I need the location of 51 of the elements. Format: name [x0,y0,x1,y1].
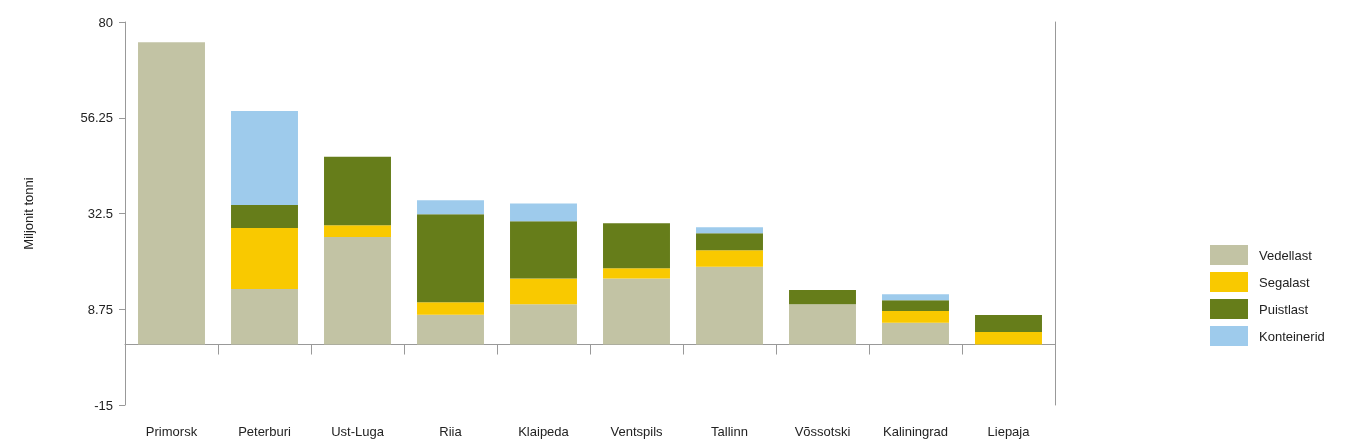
legend-label: Puistlast [1259,301,1309,317]
legend-label: Vedellast [1259,247,1313,263]
x-tick-label: Peterburi [238,424,291,439]
x-tick-label: Ventspils [610,424,664,439]
x-tick-label: Primorsk [145,424,198,439]
y-tick-label: 80 [98,14,113,30]
bar [603,223,670,269]
bar [231,228,298,289]
bar [882,322,949,345]
bar [696,266,763,345]
bar [882,294,949,301]
bar [231,111,298,206]
bar [324,225,391,237]
bar [975,315,1042,333]
bar [417,302,484,315]
bar [696,233,763,251]
x-tick-label: Riia [439,424,463,439]
x-tick-label: Klaipeda [518,424,570,439]
bar [138,42,205,345]
bar [417,214,484,303]
bar [789,290,856,305]
bar [510,278,577,305]
y-tick-label: 8.75 [87,301,113,317]
bar [882,311,949,323]
bar [510,221,577,279]
bar [417,200,484,215]
y-tick-label: 56.25 [80,110,113,126]
bar [696,250,763,267]
bar [324,236,391,345]
x-tick-label: Ust-Luga [331,424,385,439]
bar [882,300,949,312]
y-axis-title: Miljonit tonni [21,177,36,250]
bar [603,268,670,279]
bar [975,332,1042,345]
x-tick-label: Tallinn [711,424,748,439]
legend-label: Segalast [1259,274,1310,290]
y-tick-label: -15 [94,397,113,413]
bar [417,314,484,345]
bar [789,304,856,345]
x-tick-label: Kaliningrad [882,424,949,439]
bar [324,156,391,226]
bar [231,205,298,229]
bar [696,227,763,234]
bar [603,278,670,345]
legend-label: Konteinerid [1259,328,1325,344]
bar [510,304,577,345]
y-tick-label: 32.5 [87,206,113,221]
x-tick-label: Võssotski [794,424,851,439]
bar [510,203,577,222]
x-tick-label: Liepaja [987,424,1031,439]
bar [231,288,298,345]
